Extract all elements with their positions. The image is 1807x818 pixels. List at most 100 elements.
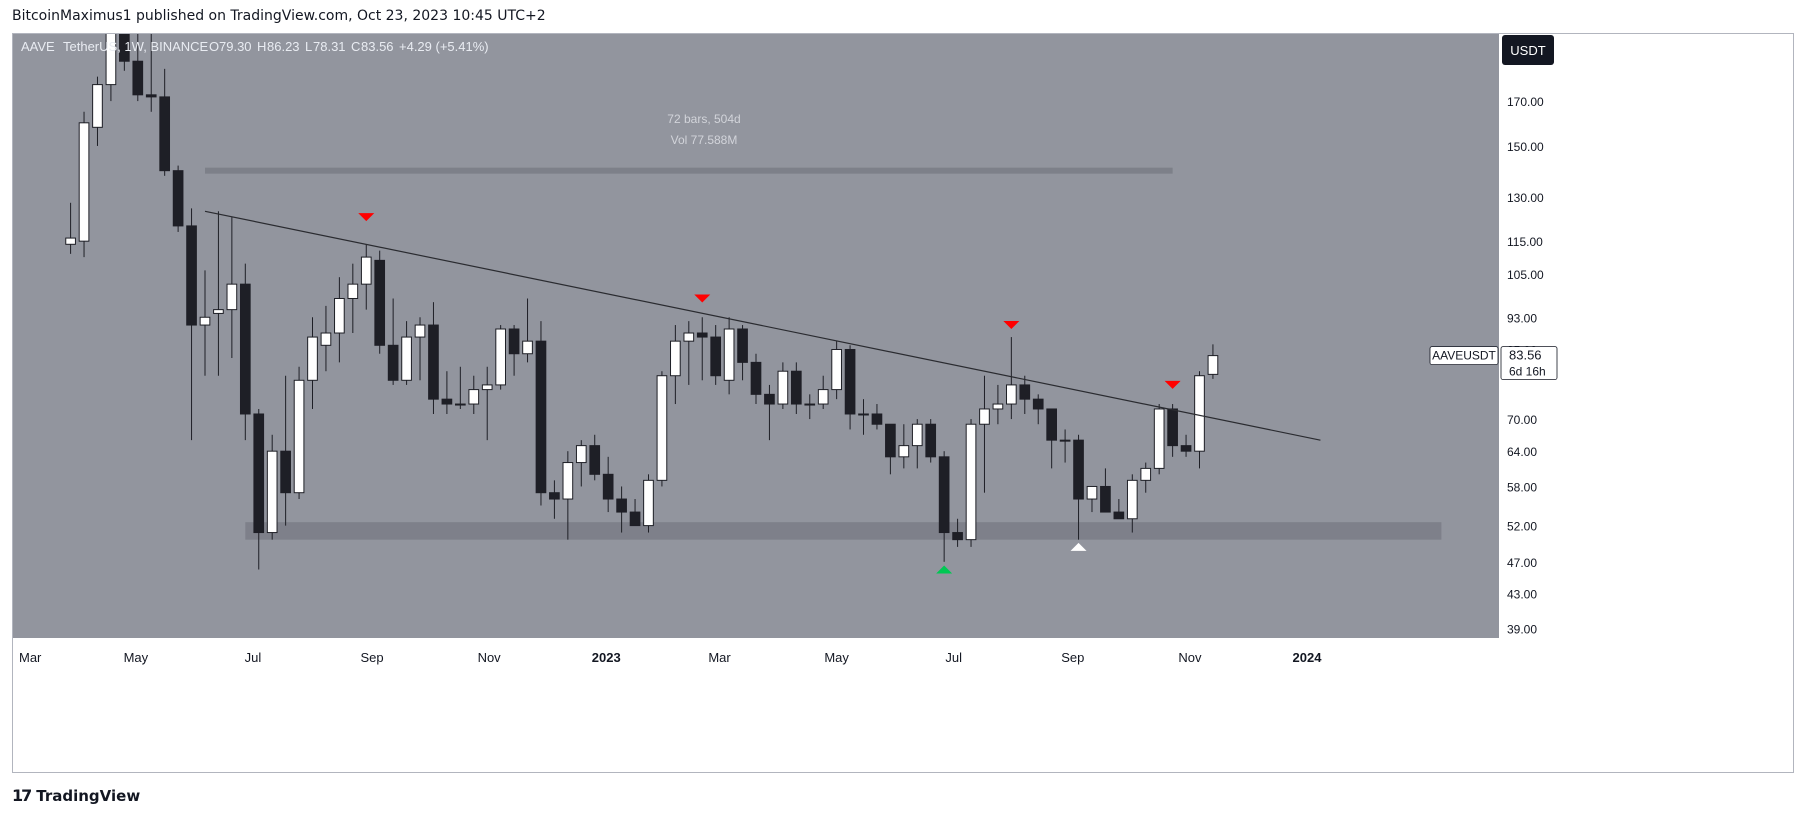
candle-up[interactable] bbox=[105, 34, 117, 102]
candle-down[interactable] bbox=[790, 362, 802, 414]
candle-up[interactable] bbox=[817, 375, 829, 409]
candle-down[interactable] bbox=[253, 408, 265, 570]
candle-down[interactable] bbox=[589, 434, 601, 481]
candle-down[interactable] bbox=[1167, 404, 1178, 457]
currency-badge[interactable] bbox=[1502, 35, 1554, 65]
candle-down[interactable] bbox=[280, 375, 291, 526]
candle-up[interactable] bbox=[1059, 429, 1071, 463]
candle-down[interactable] bbox=[1180, 434, 1192, 457]
candle-up[interactable] bbox=[562, 451, 574, 540]
candle-up[interactable] bbox=[723, 317, 735, 395]
candle-up[interactable] bbox=[575, 440, 587, 487]
candle-down[interactable] bbox=[885, 423, 896, 475]
resistance-marker-red[interactable] bbox=[1003, 321, 1020, 330]
candle-down[interactable] bbox=[119, 34, 130, 71]
candle-down[interactable] bbox=[764, 384, 775, 441]
resistance-marker-red[interactable] bbox=[694, 294, 711, 303]
candle-up[interactable] bbox=[1194, 371, 1205, 469]
chart-frame[interactable]: 170.00150.00130.00115.00105.0093.0085.00… bbox=[12, 33, 1794, 773]
candle-up[interactable] bbox=[65, 202, 76, 254]
candle-up[interactable] bbox=[777, 362, 789, 409]
candle-down[interactable] bbox=[938, 451, 950, 562]
candle-up[interactable] bbox=[347, 263, 359, 334]
candle-up[interactable] bbox=[320, 305, 332, 372]
candle-up[interactable] bbox=[226, 217, 238, 359]
support-marker-green[interactable] bbox=[936, 565, 953, 574]
candle-up[interactable] bbox=[804, 394, 816, 420]
candle-down[interactable] bbox=[374, 250, 386, 354]
candle-up[interactable] bbox=[979, 375, 990, 493]
candle-down[interactable] bbox=[186, 208, 197, 441]
candle-up[interactable] bbox=[656, 371, 668, 487]
descending-trendline[interactable] bbox=[204, 210, 1321, 441]
candle-down[interactable] bbox=[710, 325, 722, 385]
candle-down[interactable] bbox=[172, 165, 184, 232]
candle-down[interactable] bbox=[1046, 408, 1058, 469]
candle-up[interactable] bbox=[898, 424, 910, 469]
candle-up[interactable] bbox=[1086, 485, 1098, 513]
candle-up[interactable] bbox=[360, 244, 372, 310]
candle-down[interactable] bbox=[871, 404, 883, 430]
candle-down[interactable] bbox=[549, 480, 560, 519]
candle-up[interactable] bbox=[670, 325, 681, 405]
candle-down[interactable] bbox=[159, 68, 171, 176]
candle-up[interactable] bbox=[495, 325, 506, 390]
candle-up[interactable] bbox=[1006, 337, 1017, 420]
candle-down[interactable] bbox=[1019, 375, 1031, 414]
candle-up[interactable] bbox=[199, 270, 211, 376]
candle-up[interactable] bbox=[78, 111, 90, 258]
candle-down[interactable] bbox=[952, 518, 963, 547]
time-axis[interactable] bbox=[13, 638, 1793, 672]
resistance-marker-red[interactable] bbox=[358, 213, 375, 222]
candle-up[interactable] bbox=[481, 366, 493, 441]
candle-up[interactable] bbox=[468, 375, 480, 414]
candle-up[interactable] bbox=[307, 317, 318, 409]
candle-down[interactable] bbox=[508, 325, 520, 376]
candle-down[interactable] bbox=[132, 34, 144, 102]
candle-up[interactable] bbox=[965, 419, 977, 547]
candle-down[interactable] bbox=[239, 263, 251, 441]
candle-down[interactable] bbox=[1100, 468, 1111, 513]
candle-up[interactable] bbox=[1140, 462, 1152, 493]
support-zone[interactable] bbox=[245, 522, 1442, 540]
candle-up[interactable] bbox=[414, 317, 426, 381]
candle-down[interactable] bbox=[750, 353, 762, 405]
tradingview-logo[interactable]: 17 TradingView bbox=[12, 786, 140, 805]
candle-up[interactable] bbox=[1126, 474, 1138, 533]
price-chart[interactable]: 170.00150.00130.00115.00105.0093.0085.00… bbox=[13, 34, 1793, 772]
candle-down[interactable] bbox=[737, 325, 748, 381]
candle-up[interactable] bbox=[266, 434, 278, 540]
candle-down[interactable] bbox=[696, 317, 708, 381]
candle-down[interactable] bbox=[535, 321, 547, 506]
candle-up[interactable] bbox=[522, 298, 533, 363]
candle-up[interactable] bbox=[683, 321, 695, 385]
measure-range-bar[interactable] bbox=[204, 167, 1173, 174]
candle-down[interactable] bbox=[844, 345, 856, 430]
candle-up[interactable] bbox=[831, 341, 842, 400]
candle-down[interactable] bbox=[629, 499, 641, 527]
candle-up[interactable] bbox=[401, 321, 412, 385]
candle-up[interactable] bbox=[334, 277, 345, 363]
resistance-marker-red[interactable] bbox=[1164, 380, 1181, 389]
candle-down[interactable] bbox=[616, 486, 627, 533]
price-axis[interactable] bbox=[1499, 34, 1793, 638]
candle-down[interactable] bbox=[1073, 434, 1084, 540]
candle-down[interactable] bbox=[387, 298, 399, 385]
candle-up[interactable] bbox=[858, 399, 869, 435]
candle-down[interactable] bbox=[925, 419, 937, 463]
candle-up[interactable] bbox=[1153, 404, 1165, 475]
plot-background[interactable] bbox=[13, 34, 1499, 638]
candle-down[interactable] bbox=[602, 456, 614, 513]
candle-up[interactable] bbox=[293, 366, 305, 500]
candle-up[interactable] bbox=[643, 474, 654, 533]
candle-up[interactable] bbox=[911, 419, 923, 469]
candle-up[interactable] bbox=[213, 211, 224, 376]
candle-down[interactable] bbox=[1113, 499, 1125, 520]
candle-up[interactable] bbox=[1207, 344, 1219, 379]
candle-down[interactable] bbox=[145, 34, 157, 112]
candle-down[interactable] bbox=[441, 371, 453, 414]
support-marker-white[interactable] bbox=[1070, 542, 1087, 551]
candle-up[interactable] bbox=[992, 384, 1004, 425]
candle-down[interactable] bbox=[1032, 394, 1044, 425]
candle-up[interactable] bbox=[92, 76, 103, 146]
